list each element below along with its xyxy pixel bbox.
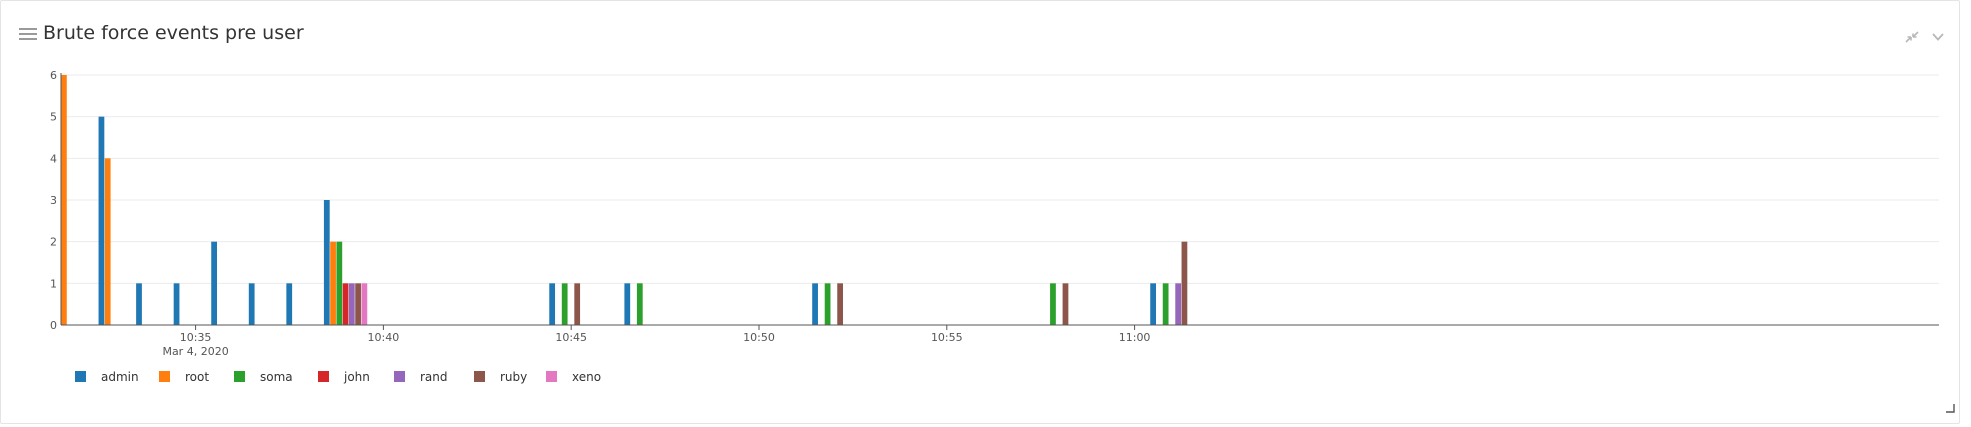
legend-label-john[interactable]: john xyxy=(343,370,370,384)
legend-swatch-rand[interactable] xyxy=(394,371,405,382)
bar-admin[interactable] xyxy=(323,200,330,325)
x-tick-label: 11:00 xyxy=(1119,331,1151,344)
bar-admin[interactable] xyxy=(136,283,142,325)
bar-root[interactable] xyxy=(330,241,336,325)
legend-swatch-soma[interactable] xyxy=(234,371,245,382)
bar-ruby[interactable] xyxy=(1181,241,1188,325)
bar-soma[interactable] xyxy=(1162,283,1169,325)
legend-label-ruby[interactable]: ruby xyxy=(500,370,527,384)
bar-admin[interactable] xyxy=(98,116,105,326)
y-tick-label: 5 xyxy=(50,111,57,124)
x-tick-label: 10:35 xyxy=(180,331,212,344)
bar-soma[interactable] xyxy=(561,283,568,325)
panel-header: Brute force events pre user xyxy=(1,1,1959,53)
bar-john[interactable] xyxy=(342,283,349,325)
bar-rand[interactable] xyxy=(1175,283,1182,325)
bar-ruby[interactable] xyxy=(574,283,581,325)
bar-soma[interactable] xyxy=(1050,283,1056,325)
y-tick-label: 6 xyxy=(50,69,57,82)
bar-root[interactable] xyxy=(104,158,111,325)
y-tick-label: 3 xyxy=(50,194,57,207)
legend-swatch-admin[interactable] xyxy=(75,371,86,382)
bar-admin[interactable] xyxy=(549,283,556,325)
bar-admin[interactable] xyxy=(812,283,818,325)
panel-title: Brute force events pre user xyxy=(43,22,304,44)
bar-ruby[interactable] xyxy=(355,283,361,325)
legend-label-admin[interactable]: admin xyxy=(101,370,139,384)
legend-label-root[interactable]: root xyxy=(185,370,209,384)
bar-ruby[interactable] xyxy=(1062,283,1069,325)
bar-admin[interactable] xyxy=(173,283,180,325)
y-tick-label: 1 xyxy=(50,277,57,290)
bars xyxy=(61,75,1188,326)
legend-label-soma[interactable]: soma xyxy=(260,370,293,384)
bar-root[interactable] xyxy=(61,75,67,325)
x-tick-label: 10:45 xyxy=(555,331,587,344)
x-tick-label: 10:50 xyxy=(743,331,775,344)
bar-admin[interactable] xyxy=(624,283,631,325)
bar-admin[interactable] xyxy=(1150,283,1156,325)
bar-soma[interactable] xyxy=(336,241,343,325)
panel-controls xyxy=(1898,29,1945,43)
grid-lines xyxy=(61,74,1939,284)
bar-soma[interactable] xyxy=(636,283,643,325)
legend-swatch-ruby[interactable] xyxy=(474,371,485,382)
chevron-down-icon[interactable] xyxy=(1931,30,1945,44)
hamburger-menu-icon[interactable] xyxy=(19,28,37,42)
minimize-arrows-icon[interactable] xyxy=(1904,30,1920,44)
legend-swatch-xeno[interactable] xyxy=(546,371,557,382)
x-tick-label: 10:55 xyxy=(931,331,963,344)
bar-admin[interactable] xyxy=(248,283,255,325)
y-tick-label: 4 xyxy=(50,152,57,165)
legend-label-rand[interactable]: rand xyxy=(420,370,448,384)
bar-xeno[interactable] xyxy=(361,283,368,325)
y-tick-label: 2 xyxy=(50,236,57,249)
x-tick-label: 10:40 xyxy=(368,331,400,344)
resize-corner-icon[interactable] xyxy=(1945,398,1955,417)
bar-ruby[interactable] xyxy=(837,283,843,325)
legend-swatch-john[interactable] xyxy=(318,371,329,382)
y-tick-label: 0 xyxy=(50,319,57,332)
x-tick-sublabel: Mar 4, 2020 xyxy=(162,345,228,358)
bar-admin[interactable] xyxy=(211,241,217,325)
legend: admin root soma john rand ruby xeno xyxy=(75,370,601,384)
bar-rand[interactable] xyxy=(348,283,355,325)
legend-label-xeno[interactable]: xeno xyxy=(572,370,601,384)
bar-admin[interactable] xyxy=(286,283,293,325)
bar-soma[interactable] xyxy=(824,283,831,325)
legend-swatch-root[interactable] xyxy=(159,371,170,382)
